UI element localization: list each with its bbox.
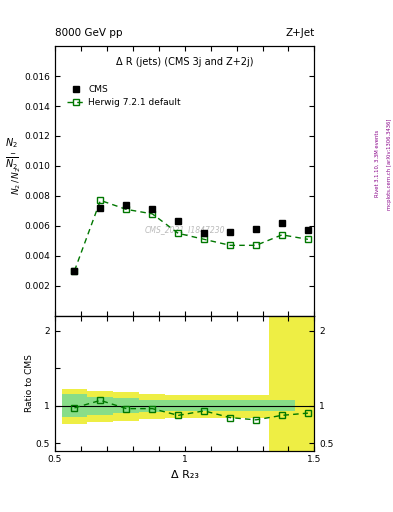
Herwig 7.2.1 default (306, 236, 310, 242)
Y-axis label: Ratio to CMS: Ratio to CMS (26, 354, 35, 412)
X-axis label: Δ R₂₃: Δ R₂₃ (171, 470, 199, 480)
CMS (72, 268, 77, 274)
CMS (176, 218, 181, 224)
Text: ─: ─ (10, 151, 14, 157)
CMS (228, 229, 233, 235)
Y-axis label: $N_2\,/\,N_2$: $N_2\,/\,N_2$ (10, 166, 23, 196)
Herwig 7.2.1 default (254, 242, 259, 248)
Text: Z+Jet: Z+Jet (285, 28, 314, 38)
Herwig 7.2.1 default (98, 197, 103, 203)
CMS (150, 206, 155, 212)
Herwig 7.2.1 default (228, 242, 233, 248)
Line: Herwig 7.2.1 default: Herwig 7.2.1 default (72, 198, 311, 273)
Text: mcplots.cern.ch [arXiv:1306.3436]: mcplots.cern.ch [arXiv:1306.3436] (387, 118, 391, 209)
Text: CMS_2021_I1847230: CMS_2021_I1847230 (145, 225, 225, 234)
CMS (306, 227, 310, 233)
CMS (254, 226, 259, 232)
CMS (280, 220, 285, 226)
CMS (98, 205, 103, 211)
CMS (202, 230, 207, 237)
Text: $N_2$: $N_2$ (6, 137, 18, 150)
Text: $\overline{N_2}$: $\overline{N_2}$ (5, 156, 19, 172)
Herwig 7.2.1 default (176, 230, 181, 237)
Herwig 7.2.1 default (150, 211, 155, 217)
Text: Δ R (jets) (CMS 3j and Z+2j): Δ R (jets) (CMS 3j and Z+2j) (116, 57, 253, 67)
Herwig 7.2.1 default (124, 206, 129, 212)
Herwig 7.2.1 default (202, 236, 207, 242)
Text: 8000 GeV pp: 8000 GeV pp (55, 28, 123, 38)
Herwig 7.2.1 default (280, 232, 285, 238)
Legend: CMS, Herwig 7.2.1 default: CMS, Herwig 7.2.1 default (63, 81, 184, 111)
Herwig 7.2.1 default (72, 268, 77, 274)
CMS (124, 202, 129, 208)
Line: CMS: CMS (72, 202, 311, 273)
Text: Rivet 3.1.10, 3.3M events: Rivet 3.1.10, 3.3M events (375, 130, 380, 198)
